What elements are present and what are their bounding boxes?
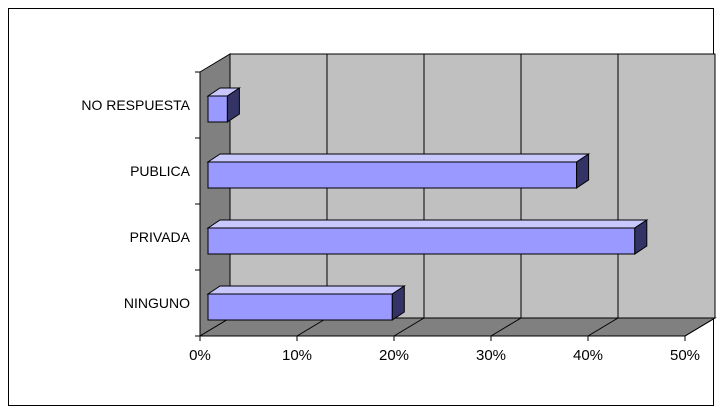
bar-top <box>206 153 591 163</box>
bar-front <box>207 227 636 255</box>
bar-side <box>634 219 648 255</box>
category-labels: NO RESPUESTA PUBLICA PRIVADA NINGUNO <box>81 71 201 337</box>
floor <box>198 317 717 337</box>
bar <box>206 153 591 189</box>
bar-side <box>391 285 405 321</box>
x-tick-label: 50% <box>670 347 700 364</box>
bar <box>206 285 406 321</box>
x-tick-label: 0% <box>189 347 211 364</box>
gridline-floor <box>684 317 716 337</box>
bar <box>206 219 649 255</box>
bars <box>206 87 649 321</box>
gridline-floor <box>393 317 425 337</box>
bar-top <box>206 219 649 229</box>
bar <box>206 87 242 123</box>
bar-front <box>207 293 393 321</box>
gridline-floor <box>587 317 619 337</box>
category-label: NINGUNO <box>124 295 190 311</box>
category-label: PRIVADA <box>130 229 191 245</box>
x-tick-label: 30% <box>476 347 506 364</box>
x-tick-label: 20% <box>379 347 409 364</box>
x-tick-label: 40% <box>573 347 603 364</box>
category-label: PUBLICA <box>130 163 191 179</box>
x-tick-label: 10% <box>282 347 312 364</box>
bar-front <box>207 95 228 123</box>
bar-top <box>206 285 406 295</box>
bar-side <box>226 87 240 123</box>
category-label: NO RESPUESTA <box>81 97 190 113</box>
x-tick-labels: 0% 10% 20% 30% 40% 50% <box>189 335 700 364</box>
gridline-floor <box>296 317 328 337</box>
bar-front <box>207 161 578 189</box>
bar-side <box>576 153 590 189</box>
gridline-floor <box>490 317 522 337</box>
